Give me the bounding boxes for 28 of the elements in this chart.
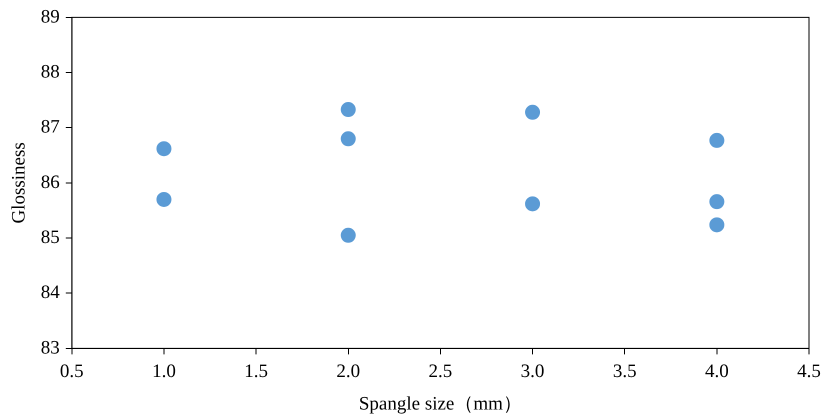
y-tick-label: 83 xyxy=(40,337,60,358)
y-tick-label: 85 xyxy=(40,227,60,248)
x-tick-label: 1.0 xyxy=(152,360,176,382)
x-tick-label: 2.0 xyxy=(336,360,360,382)
y-tick-label: 87 xyxy=(40,116,60,138)
y-axis-title: Glossiness xyxy=(8,142,30,224)
point xyxy=(340,131,356,146)
point xyxy=(156,141,172,156)
x-tick-label: 0.5 xyxy=(60,360,84,382)
x-tick-label: 3.0 xyxy=(520,360,544,382)
x-axis-title: Spangle size（mm） xyxy=(358,394,522,415)
point xyxy=(709,194,724,210)
point xyxy=(340,228,356,243)
y-tick-label: 88 xyxy=(40,62,60,83)
point xyxy=(525,104,540,120)
x-tick-label: 1.5 xyxy=(244,360,268,382)
y-tick-label: 86 xyxy=(40,172,60,193)
y-tick-label: 84 xyxy=(40,282,60,304)
y-tick-label: 89 xyxy=(40,6,60,28)
point xyxy=(709,132,724,148)
point xyxy=(709,217,724,232)
x-tick-label: 2.5 xyxy=(428,360,452,382)
x-tick-label: 3.5 xyxy=(612,360,637,382)
x-tick-label: 4.0 xyxy=(704,360,729,382)
point xyxy=(340,102,356,118)
point xyxy=(525,196,540,212)
point xyxy=(156,192,172,207)
x-tick-label: 4.5 xyxy=(797,360,821,382)
